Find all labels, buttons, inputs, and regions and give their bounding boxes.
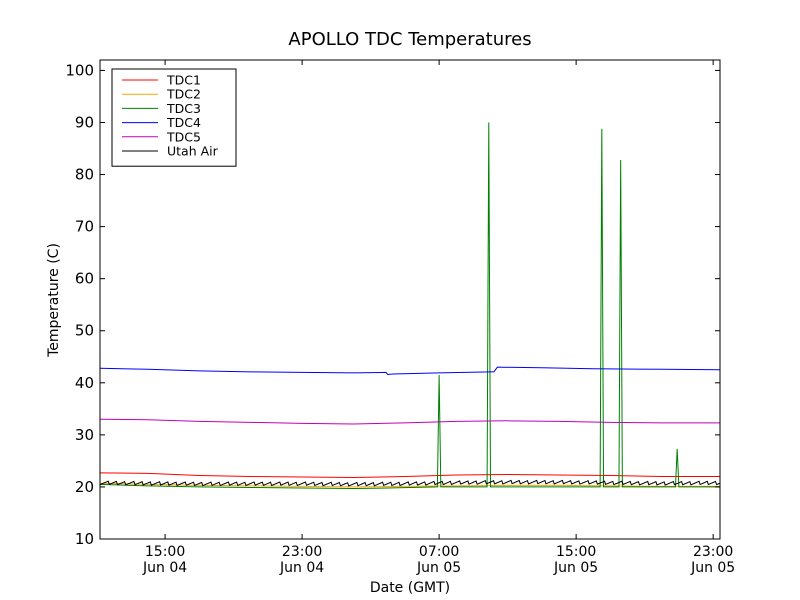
legend-label-tdc2: TDC2 [166,87,201,102]
plot-frame [99,59,721,540]
series-layer [99,122,721,490]
series-line-tdc3 [99,122,720,490]
x-tick-label-date: Jun 05 [553,560,598,576]
x-tick-label-date: Jun 04 [142,560,187,576]
x-tick-label-time: 15:00 [556,544,596,560]
y-tick-label: 50 [75,322,94,340]
x-tick-label-date: Jun 04 [279,560,324,576]
x-tick-label-time: 07:00 [419,544,459,560]
x-tick-label-date: Jun 05 [416,560,461,576]
x-tick-label-time: 23:00 [693,544,733,560]
y-tick-label: 70 [75,218,94,236]
legend-label-utah-air: Utah Air [167,144,219,159]
series-line-tdc1 [99,472,720,479]
legend-label-tdc5: TDC5 [166,129,201,144]
legend-label-tdc4: TDC4 [166,115,201,130]
legend-label-tdc1: TDC1 [166,73,201,88]
y-tick-label: 10 [75,530,94,548]
y-tick-label: 100 [65,61,94,79]
y-tick-label: 40 [75,374,94,392]
y-tick-label: 30 [75,426,94,444]
y-tick-label: 60 [75,270,94,288]
series-line-utah-air [99,479,720,487]
y-tick-label: 90 [75,113,94,131]
x-tick-label-time: 15:00 [145,544,185,560]
x-tick-label-time: 23:00 [282,544,322,560]
series-line-tdc5 [99,418,720,425]
series-line-tdc2 [99,482,720,488]
chart-title: APOLLO TDC Temperatures [288,29,531,50]
legend-label-tdc3: TDC3 [166,101,201,116]
series-line-tdc4 [99,366,721,375]
y-axis-label: Temperature (C) [46,243,62,358]
x-axis-label: Date (GMT) [370,580,450,596]
y-tick-label: 80 [75,166,94,184]
legend-box [111,68,237,167]
x-tick-label-date: Jun 05 [690,560,735,576]
y-tick-label: 20 [75,478,94,496]
